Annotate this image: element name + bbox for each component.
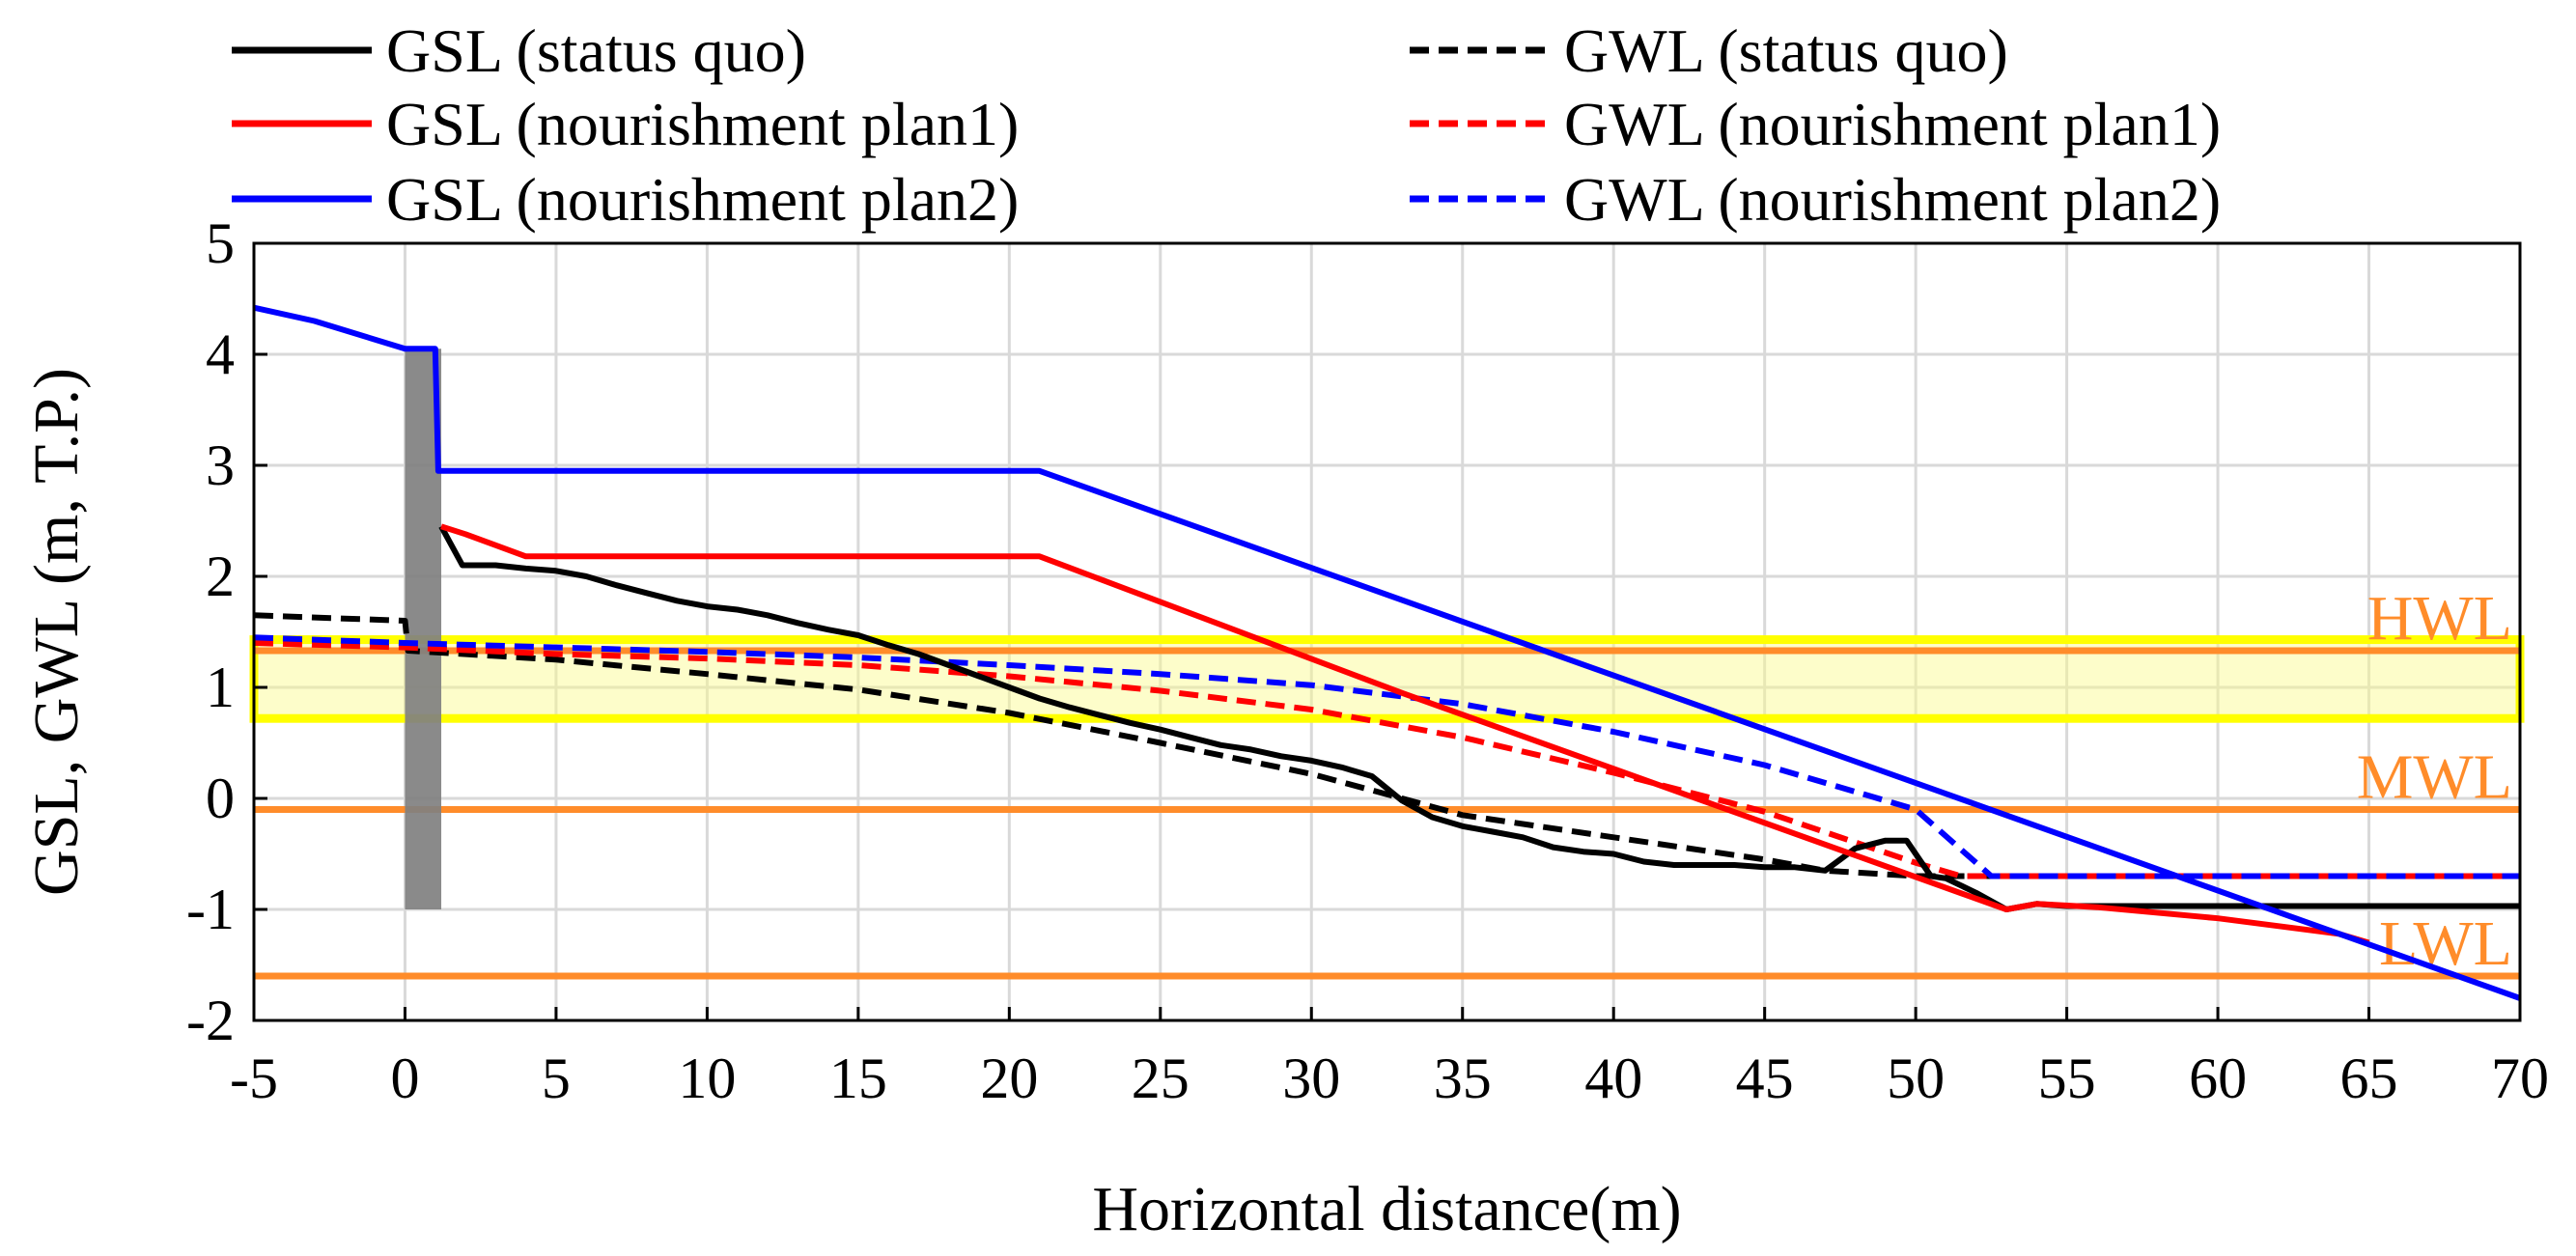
y-tick-label: 3	[206, 433, 235, 497]
x-tick-label: 15	[829, 1047, 887, 1110]
legend-label: GSL (nourishment plan1)	[386, 90, 1019, 158]
legend: GSL (status quo)GSL (nourishment plan1) G…	[232, 16, 2221, 234]
y-tick-label: -1	[186, 878, 235, 941]
reference-label-mwl: MWL	[2357, 742, 2512, 813]
x-tick-label: 25	[1132, 1047, 1190, 1110]
x-tick-label: 60	[2189, 1047, 2247, 1110]
legend-label: GWL (nourishment plan1)	[1564, 90, 2221, 158]
legend-label: GWL (nourishment plan2)	[1564, 165, 2221, 234]
x-tick-label: 55	[2038, 1047, 2096, 1110]
y-tick-label: 4	[206, 322, 235, 386]
plot-area-frame	[252, 241, 2522, 1022]
x-tick-label: -5	[230, 1047, 278, 1110]
legend-label: GWL (status quo)	[1564, 16, 2008, 85]
series-layer	[253, 304, 2522, 1001]
y-axis-title: GSL, GWL (m, T.P.)	[21, 368, 92, 896]
x-tick-label: 5	[542, 1047, 571, 1110]
legend-label: GSL (nourishment plan2)	[386, 165, 1019, 234]
series-line-gsl-status-quo	[438, 524, 2520, 912]
x-tick-label: 40	[1584, 1047, 1642, 1110]
series-line-gsl-nourishment-plan1	[440, 523, 2370, 946]
series-line-gsl-nourishment-plan2	[253, 304, 2522, 1001]
x-tick-label: 20	[980, 1047, 1038, 1110]
reference-label-lwl: LWL	[2379, 908, 2512, 979]
y-tick-label: -2	[186, 989, 235, 1052]
x-tick-label: 30	[1282, 1047, 1340, 1110]
y-tick-label: 2	[206, 544, 235, 608]
legend-label: GSL (status quo)	[386, 16, 806, 85]
y-tick-label: 0	[206, 767, 235, 830]
x-tick-label: 0	[390, 1047, 419, 1110]
x-tick-label: 70	[2491, 1047, 2549, 1110]
y-tick-label: 5	[206, 211, 235, 275]
x-tick-label: 45	[1736, 1047, 1794, 1110]
x-axis-title: Horizontal distance(m)	[1092, 1174, 1681, 1244]
x-tick-label: 65	[2340, 1047, 2398, 1110]
y-tick-label: 1	[206, 656, 235, 719]
x-tick-label: 50	[1887, 1047, 1945, 1110]
reference-label-hwl: HWL	[2367, 583, 2512, 654]
x-tick-label: 35	[1434, 1047, 1492, 1110]
x-tick-label: 10	[678, 1047, 736, 1110]
series-line-gwl-nourishment-plan1	[253, 640, 2520, 879]
